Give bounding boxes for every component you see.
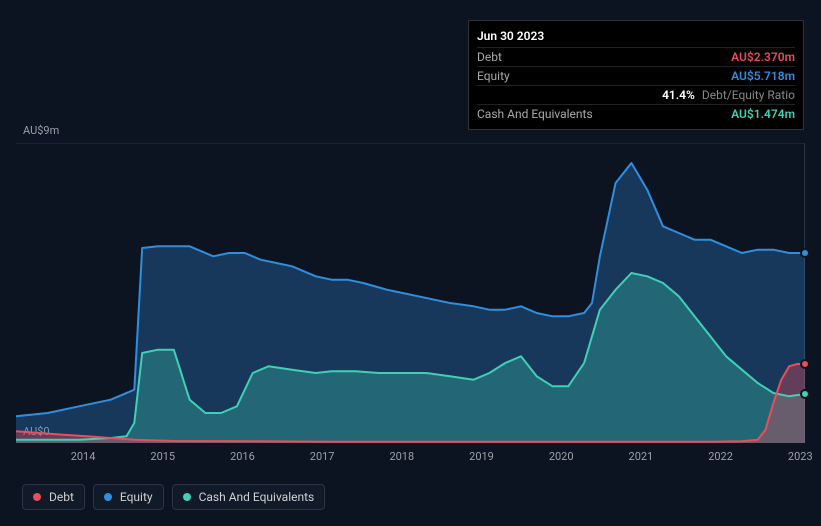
x-tick-label: 2020 — [549, 450, 574, 463]
series-end-marker — [800, 359, 810, 369]
y-axis-max-label: AU$9m — [23, 124, 59, 137]
tooltip-row: Cash And Equivalents AU$1.474m — [477, 104, 795, 123]
tooltip-row: 41.4% Debt/Equity Ratio — [477, 85, 795, 104]
x-tick-label: 2023 — [788, 450, 813, 463]
x-axis-ticks: 2014201520162017201820192020202120222023 — [16, 450, 805, 466]
tooltip-row: Debt AU$2.370m — [477, 47, 795, 66]
legend-label-equity: Equity — [120, 490, 153, 504]
x-tick-label: 2014 — [71, 450, 96, 463]
legend-dot-debt — [33, 493, 41, 501]
tooltip-row-value: AU$1.474m — [731, 107, 795, 121]
legend-item-equity[interactable]: Equity — [93, 484, 164, 510]
legend-item-debt[interactable]: Debt — [22, 484, 85, 510]
tooltip-row-label: Equity — [477, 69, 510, 83]
tooltip-row-value: 41.4% Debt/Equity Ratio — [662, 88, 795, 102]
x-tick-label: 2015 — [150, 450, 175, 463]
series-end-marker — [800, 248, 810, 258]
legend-label-cash: Cash And Equivalents — [199, 490, 315, 504]
chart-tooltip: Jun 30 2023 Debt AU$2.370m Equity AU$5.718m… — [468, 20, 804, 130]
tooltip-row-value: AU$2.370m — [731, 50, 795, 64]
tooltip-row-value: AU$5.718m — [731, 69, 795, 83]
legend-dot-cash — [183, 493, 191, 501]
tooltip-row-label: Cash And Equivalents — [477, 107, 593, 121]
legend-label-debt: Debt — [49, 490, 74, 504]
tooltip-row-extra: Debt/Equity Ratio — [699, 88, 795, 102]
tooltip-date: Jun 30 2023 — [477, 27, 795, 47]
x-tick-label: 2016 — [230, 450, 255, 463]
legend-item-cash[interactable]: Cash And Equivalents — [172, 484, 326, 510]
legend-dot-equity — [104, 493, 112, 501]
chart-plot-area[interactable] — [16, 143, 805, 443]
x-tick-label: 2017 — [310, 450, 335, 463]
series-end-marker — [800, 389, 810, 399]
tooltip-row: Equity AU$5.718m — [477, 66, 795, 85]
x-tick-label: 2018 — [389, 450, 414, 463]
tooltip-row-label: Debt — [477, 50, 502, 64]
chart-legend: Debt Equity Cash And Equivalents — [22, 484, 325, 510]
x-tick-label: 2021 — [629, 450, 654, 463]
x-tick-label: 2022 — [708, 450, 733, 463]
x-tick-label: 2019 — [469, 450, 494, 463]
